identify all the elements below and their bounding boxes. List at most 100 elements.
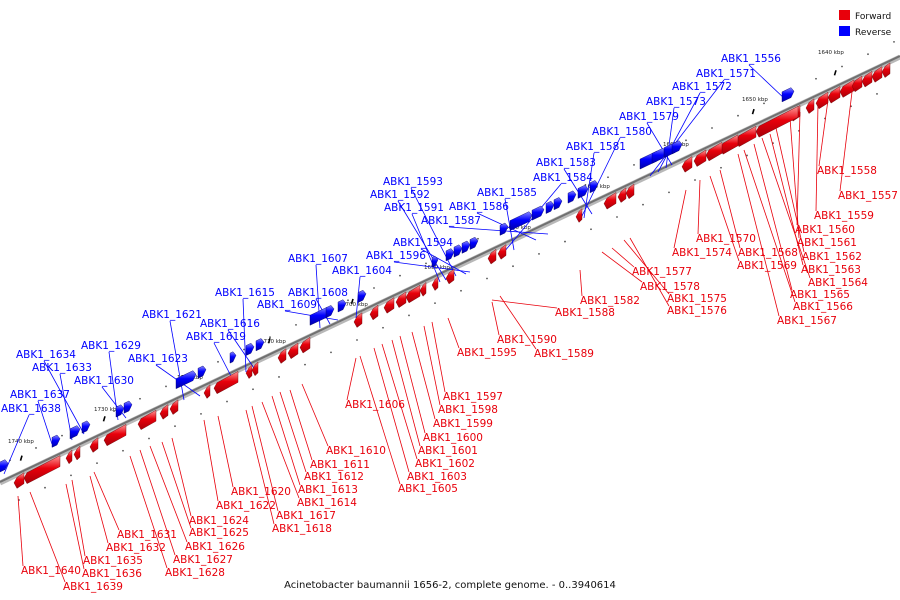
forward-gene-label: ABK1_1560 [795, 224, 855, 236]
reverse-gene-label: ABK1_1629 [81, 340, 141, 352]
reverse-gene-label: ABK1_1623 [128, 353, 188, 365]
forward-leader-line [579, 269, 583, 297]
reverse-leader-line [649, 79, 725, 177]
reverse-gene-label: ABK1_1579 [619, 111, 679, 123]
forward-gene-label: ABK1_1568 [738, 247, 798, 259]
reverse-gene-label: ABK1_1638 [1, 403, 61, 415]
forward-gene-label: ABK1_1605 [398, 483, 458, 495]
forward-leader-line [93, 471, 120, 531]
legend-reverse-swatch [839, 26, 850, 36]
forward-gene-label: ABK1_1558 [817, 165, 877, 177]
reverse-gene-label: ABK1_1572 [672, 81, 732, 93]
reverse-gene-label: ABK1_1609 [257, 299, 317, 311]
forward-leader-line [71, 479, 86, 557]
forward-gene-label: ABK1_1559 [814, 210, 874, 222]
forward-leader-line [789, 117, 800, 239]
forward-gene-label: ABK1_1625 [189, 527, 249, 539]
forward-gene-glyph [625, 183, 635, 200]
forward-leader-line [391, 339, 421, 447]
forward-leader-line [775, 127, 805, 253]
reverse-gene-glyph [325, 305, 335, 319]
kbp-tick-label: 1710 kbp [260, 339, 286, 345]
legend: Forward Reverse [839, 10, 892, 38]
forward-leader-line [818, 99, 829, 167]
reverse-gene-glyph [531, 205, 545, 221]
forward-gene-label: ABK1_1589 [534, 348, 594, 360]
forward-leader-line [65, 483, 85, 570]
forward-gene-label: ABK1_1597 [443, 391, 503, 403]
reverse-gene-label: ABK1_1633 [32, 362, 92, 374]
reverse-leader-line [504, 198, 515, 251]
forward-leader-line [611, 247, 635, 268]
forward-leader-line [499, 295, 537, 350]
kbp-tick-mark [350, 298, 354, 305]
forward-leader-line [709, 175, 740, 262]
forward-gene-glyph [861, 70, 873, 88]
reverse-gene-glyph [255, 338, 265, 352]
forward-leader-line [271, 395, 301, 486]
forward-gene-label: ABK1_1632 [106, 542, 166, 554]
forward-gene-label: ABK1_1563 [801, 264, 861, 276]
kbp-tick-label: 1650 kbp [742, 97, 768, 103]
reverse-gene-label: ABK1_1556 [721, 53, 781, 65]
forward-leader-line [399, 335, 426, 434]
forward-gene-glyph [827, 86, 841, 104]
legend-forward-swatch [839, 10, 850, 20]
forward-leader-line [697, 179, 701, 235]
reverse-leader-line [748, 64, 787, 101]
reverse-gene-glyph [671, 140, 683, 155]
reverse-leader-line [397, 200, 447, 281]
reverse-gene-label: ABK1_1581 [566, 141, 626, 153]
forward-gene-label: ABK1_1606 [345, 399, 405, 411]
reverse-gene-glyph [469, 236, 479, 250]
reverse-leader-line [665, 107, 675, 169]
forward-leader-line [673, 189, 687, 249]
forward-gene-label: ABK1_1574 [672, 247, 732, 259]
reverse-gene-glyph [589, 180, 599, 194]
forward-gene-label: ABK1_1575 [667, 293, 727, 305]
forward-gene-label: ABK1_1565 [790, 289, 850, 301]
forward-leader-line [815, 103, 819, 212]
reverse-gene-glyph [245, 342, 255, 356]
forward-gene-glyph [871, 66, 883, 83]
forward-gene-glyph [383, 297, 395, 314]
kbp-tick-label: 1740 kbp [8, 439, 34, 445]
kbp-tick-mark [267, 337, 271, 344]
reverse-gene-glyph [229, 351, 237, 364]
forward-gene-label: ABK1_1626 [185, 541, 245, 553]
reverse-gene-label: ABK1_1580 [592, 126, 652, 138]
forward-leader-line [217, 415, 234, 488]
reverse-gene-glyph [781, 87, 795, 103]
forward-leader-line [761, 137, 811, 279]
forward-gene-glyph [213, 371, 239, 394]
reverse-leader-line [583, 152, 595, 219]
forward-gene-glyph [251, 361, 259, 377]
forward-gene-label: ABK1_1612 [304, 471, 364, 483]
forward-gene-glyph [395, 291, 407, 308]
kbp-tick-label: 1730 kbp [94, 407, 120, 413]
reverse-gene-label: ABK1_1592 [370, 189, 430, 201]
forward-leader-line [753, 143, 793, 291]
legend-reverse-label: Reverse [855, 28, 892, 38]
forward-gene-label: ABK1_1582 [580, 295, 640, 307]
forward-leader-line [301, 383, 329, 447]
forward-leader-line [161, 441, 192, 529]
legend-forward-label: Forward [855, 12, 891, 22]
forward-leader-line [719, 169, 741, 249]
reverse-gene-label: ABK1_1585 [477, 187, 537, 199]
forward-gene-glyph [169, 399, 179, 415]
reverse-gene-label: ABK1_1634 [16, 349, 76, 361]
forward-gene-glyph [705, 141, 723, 162]
forward-gene-label: ABK1_1588 [555, 307, 615, 319]
forward-gene-label: ABK1_1564 [808, 277, 868, 289]
forward-gene-glyph [137, 409, 157, 430]
reverse-gene-glyph [461, 240, 471, 254]
forward-gene-glyph [203, 384, 211, 399]
reverse-gene-label: ABK1_1594 [393, 237, 453, 249]
reverse-gene-glyph [453, 244, 463, 258]
forward-leader-line [139, 449, 176, 556]
reverse-leader-line [657, 92, 701, 173]
forward-gene-glyph [287, 342, 299, 359]
reverse-gene-glyph [81, 420, 91, 434]
